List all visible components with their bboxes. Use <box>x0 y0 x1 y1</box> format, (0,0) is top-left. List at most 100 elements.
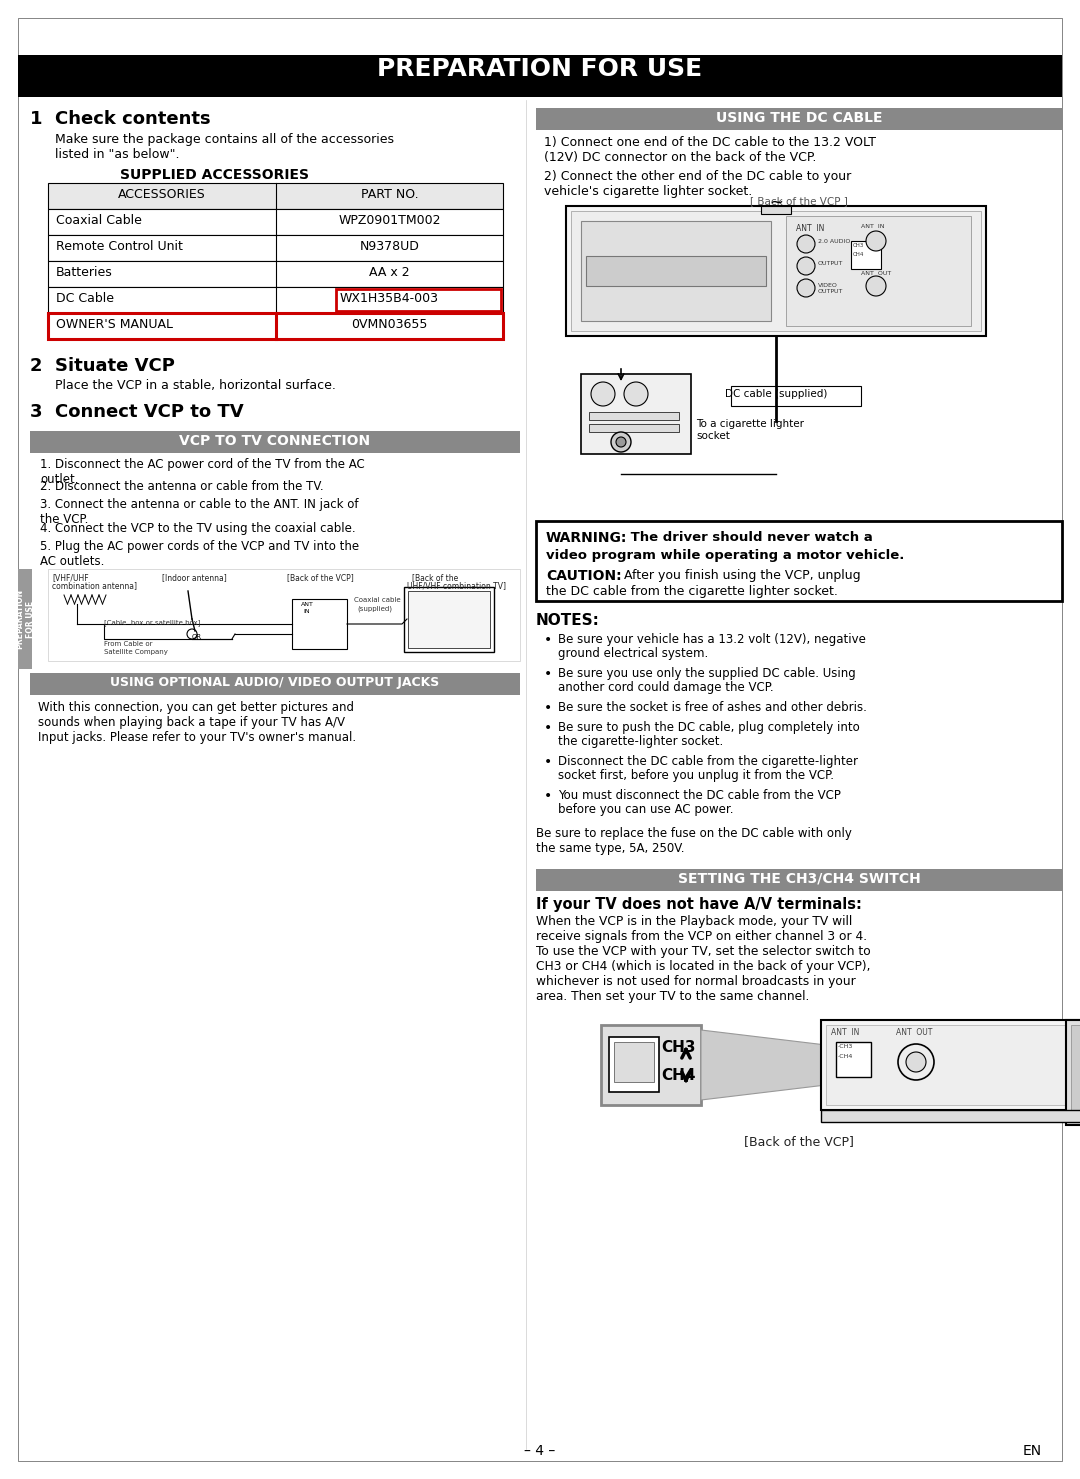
Text: NOTES:: NOTES: <box>536 612 599 629</box>
Bar <box>821 1111 1080 1123</box>
Text: Be sure to replace the fuse on the DC cable with only
the same type, 5A, 250V.: Be sure to replace the fuse on the DC ca… <box>536 827 852 855</box>
Text: PREPARATION FOR USE: PREPARATION FOR USE <box>377 58 703 81</box>
Text: PREPARATION
FOR USE: PREPARATION FOR USE <box>15 589 35 649</box>
Text: Satellite Company: Satellite Company <box>104 649 167 655</box>
Text: [Back of the VCP]: [Back of the VCP] <box>744 1134 854 1148</box>
Text: If your TV does not have A/V terminals:: If your TV does not have A/V terminals: <box>536 896 862 913</box>
Bar <box>581 374 691 454</box>
Text: OR: OR <box>192 634 202 640</box>
Bar <box>609 1037 659 1092</box>
Text: To a cigarette lighter
socket: To a cigarette lighter socket <box>696 419 804 441</box>
Bar <box>761 206 791 214</box>
Bar <box>48 260 503 287</box>
Text: ANT  IN: ANT IN <box>861 223 885 229</box>
Text: ANT  IN: ANT IN <box>796 223 824 234</box>
Bar <box>731 386 861 407</box>
Text: ANT  OUT: ANT OUT <box>861 271 891 277</box>
Text: Make sure the package contains all of the accessories
listed in "as below".: Make sure the package contains all of th… <box>55 133 394 161</box>
Text: [Back of the: [Back of the <box>411 572 458 583</box>
Text: VCP TO TV CONNECTION: VCP TO TV CONNECTION <box>179 433 370 448</box>
Bar <box>30 430 519 453</box>
Text: USING OPTIONAL AUDIO/ VIDEO OUTPUT JACKS: USING OPTIONAL AUDIO/ VIDEO OUTPUT JACKS <box>110 676 440 689</box>
Text: Be sure the socket is free of ashes and other debris.: Be sure the socket is free of ashes and … <box>558 701 867 714</box>
Text: ACCESSORIES: ACCESSORIES <box>118 188 206 201</box>
Text: CAUTION:: CAUTION: <box>546 569 622 583</box>
Text: [Back of the VCP]: [Back of the VCP] <box>287 572 354 583</box>
Text: Disconnect the DC cable from the cigarette-lighter: Disconnect the DC cable from the cigaret… <box>558 754 858 768</box>
Bar <box>48 287 503 314</box>
Circle shape <box>611 432 631 453</box>
Text: 1. Disconnect the AC power cord of the TV from the AC
outlet.: 1. Disconnect the AC power cord of the T… <box>40 458 365 487</box>
Text: •: • <box>544 701 552 714</box>
Text: video program while operating a motor vehicle.: video program while operating a motor ve… <box>546 549 904 562</box>
Bar <box>536 521 1062 600</box>
Text: IN: IN <box>303 609 310 614</box>
Text: Coaxial Cable: Coaxial Cable <box>56 214 141 226</box>
Text: Remote Control Unit: Remote Control Unit <box>56 240 183 253</box>
Text: ground electrical system.: ground electrical system. <box>558 646 708 660</box>
Circle shape <box>906 1052 926 1072</box>
Text: combination antenna]: combination antenna] <box>52 581 137 590</box>
Circle shape <box>897 1044 934 1080</box>
Text: The driver should never watch a: The driver should never watch a <box>626 531 873 544</box>
Text: AA x 2: AA x 2 <box>369 266 409 280</box>
Text: PART NO.: PART NO. <box>361 188 418 201</box>
Circle shape <box>866 277 886 296</box>
Bar <box>30 673 519 695</box>
Bar <box>600 1025 701 1105</box>
Text: DC cable (supplied): DC cable (supplied) <box>725 389 827 399</box>
Text: When the VCP is in the Playback mode, your TV will
receive signals from the VCP : When the VCP is in the Playback mode, yo… <box>536 916 870 1003</box>
Text: Place the VCP in a stable, horizontal surface.: Place the VCP in a stable, horizontal su… <box>55 379 336 392</box>
Text: 5. Plug the AC power cords of the VCP and TV into the
AC outlets.: 5. Plug the AC power cords of the VCP an… <box>40 540 360 568</box>
Text: 4. Connect the VCP to the TV using the coaxial cable.: 4. Connect the VCP to the TV using the c… <box>40 522 355 535</box>
Text: -CH3: -CH3 <box>838 1044 853 1049</box>
Text: ANT  IN: ANT IN <box>831 1028 860 1037</box>
Text: 2) Connect the other end of the DC cable to your
vehicle's cigarette lighter soc: 2) Connect the other end of the DC cable… <box>544 170 851 198</box>
Text: •: • <box>544 633 552 646</box>
Bar <box>336 288 501 311</box>
Circle shape <box>591 382 615 407</box>
Text: CH3: CH3 <box>661 1040 696 1055</box>
Text: (supplied): (supplied) <box>357 605 392 611</box>
Text: ANT  OUT: ANT OUT <box>896 1028 932 1037</box>
Bar <box>566 206 986 336</box>
Text: ANT: ANT <box>300 602 313 606</box>
Text: socket first, before you unplug it from the VCP.: socket first, before you unplug it from … <box>558 769 834 782</box>
Text: •: • <box>544 788 552 803</box>
Text: ~: ~ <box>769 194 783 211</box>
Text: [VHF/UHF: [VHF/UHF <box>52 572 89 583</box>
Circle shape <box>797 280 815 297</box>
Circle shape <box>866 231 886 251</box>
Bar <box>48 209 503 235</box>
Circle shape <box>616 436 626 447</box>
Text: •: • <box>544 754 552 769</box>
Bar <box>48 314 503 339</box>
Text: another cord could damage the VCP.: another cord could damage the VCP. <box>558 680 773 694</box>
Bar <box>536 870 1062 890</box>
Text: 3. Connect the antenna or cable to the ANT. IN jack of
the VCP.: 3. Connect the antenna or cable to the A… <box>40 498 359 527</box>
Polygon shape <box>701 1029 826 1100</box>
Text: -CH4: -CH4 <box>838 1055 853 1059</box>
Bar <box>586 256 766 285</box>
Bar <box>1066 1021 1080 1126</box>
Text: With this connection, you can get better pictures and
sounds when playing back a: With this connection, you can get better… <box>38 701 356 744</box>
Text: 2  Situate VCP: 2 Situate VCP <box>30 356 175 376</box>
Text: the DC cable from the cigarette lighter socket.: the DC cable from the cigarette lighter … <box>546 586 838 598</box>
Text: Batteries: Batteries <box>56 266 112 280</box>
Text: Coaxial cable: Coaxial cable <box>354 598 401 603</box>
Bar <box>851 241 881 269</box>
Text: [Cable  box or satellite box]: [Cable box or satellite box] <box>104 620 201 626</box>
Bar <box>48 569 519 661</box>
Bar <box>1071 1025 1080 1120</box>
Text: Be sure your vehicle has a 13.2 volt (12V), negative: Be sure your vehicle has a 13.2 volt (12… <box>558 633 866 646</box>
Text: Be sure you use only the supplied DC cable. Using: Be sure you use only the supplied DC cab… <box>558 667 855 680</box>
Bar <box>404 587 494 652</box>
Circle shape <box>797 235 815 253</box>
Bar <box>589 424 679 432</box>
Text: From Cable or: From Cable or <box>104 640 152 646</box>
Circle shape <box>187 629 197 639</box>
Text: – 4 –: – 4 – <box>525 1444 555 1458</box>
Text: After you finish using the VCP, unplug: After you finish using the VCP, unplug <box>620 569 861 583</box>
Text: WARNING:: WARNING: <box>546 531 627 544</box>
Text: 1) Connect one end of the DC cable to the 13.2 VOLT
(12V) DC connector on the ba: 1) Connect one end of the DC cable to th… <box>544 136 876 164</box>
